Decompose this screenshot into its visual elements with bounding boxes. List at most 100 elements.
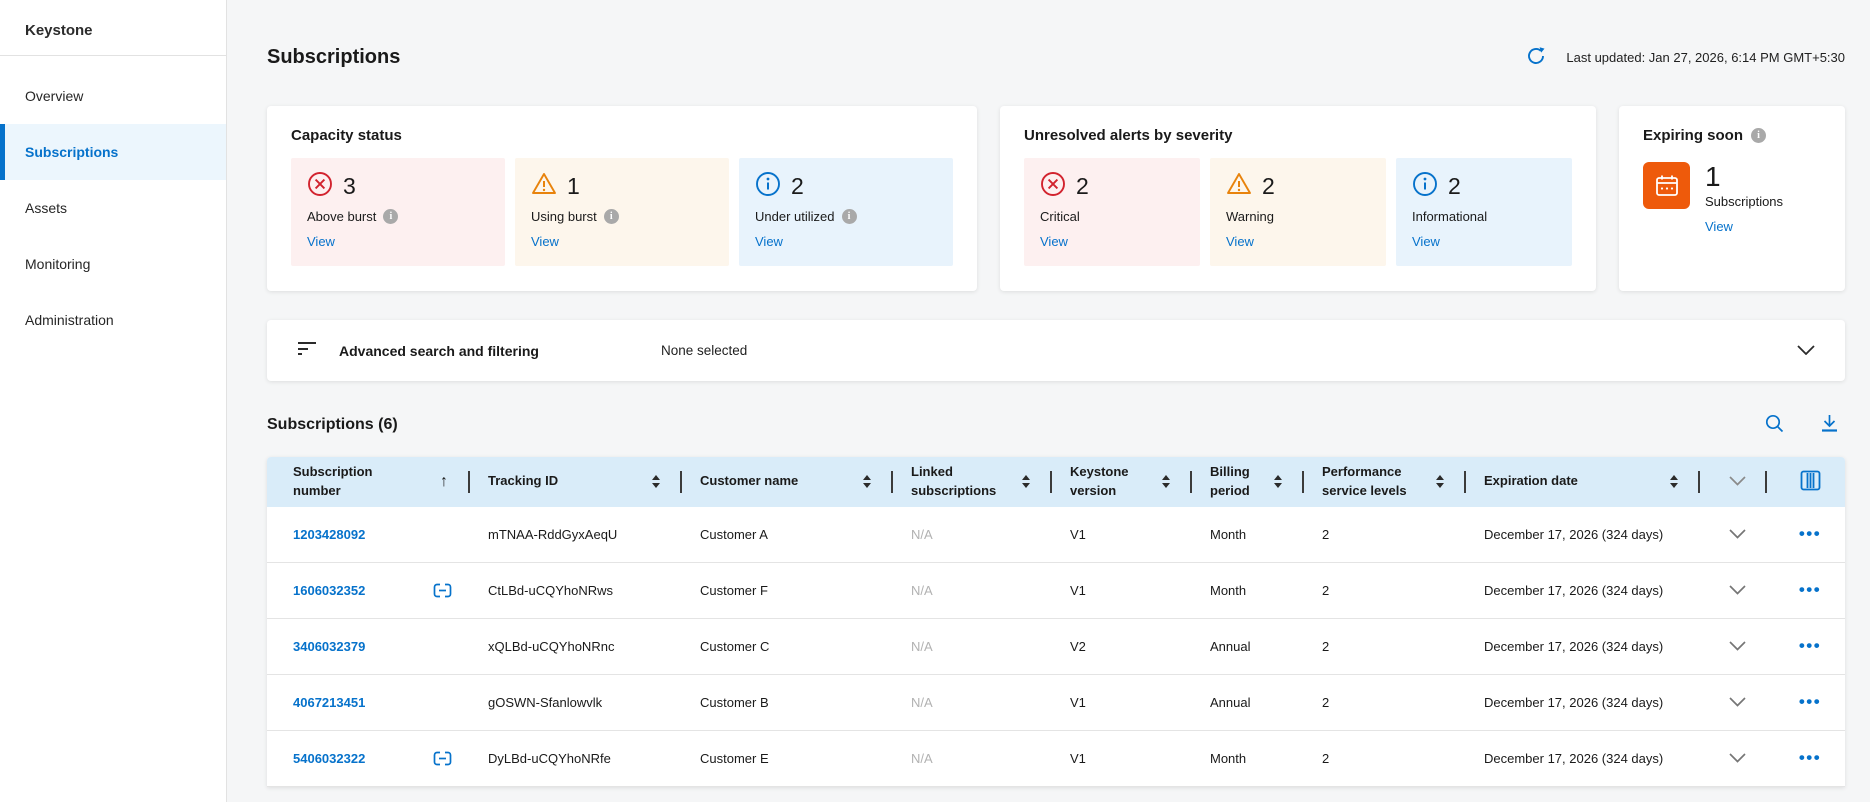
billing-period-cell: Month [1210, 526, 1247, 542]
row-expand-button[interactable] [1700, 577, 1767, 604]
keystone-version-cell: V1 [1070, 582, 1086, 598]
expiring-soon-card: Expiring soon i 1 Subscriptions View [1619, 106, 1845, 291]
sort-icon[interactable] [1436, 475, 1444, 489]
keystone-version-cell: V2 [1070, 638, 1086, 654]
subscription-number-link[interactable]: 1203428092 [293, 526, 366, 542]
row-expand-button[interactable] [1700, 745, 1767, 772]
table-search-button[interactable] [1765, 414, 1784, 436]
warning-view-link[interactable]: View [1226, 234, 1254, 249]
tracking-id-cell: mTNAA-RddGyxAeqU [488, 526, 618, 542]
column-header-linked-subscriptions[interactable]: Linked subscriptions [893, 457, 1052, 507]
using-burst-view-link[interactable]: View [531, 234, 559, 249]
subscription-number-link[interactable]: 5406032322 [293, 750, 366, 766]
export-button[interactable] [1820, 414, 1839, 436]
sort-icon[interactable] [1274, 475, 1282, 489]
refresh-button[interactable] [1526, 46, 1546, 69]
info-circle-icon [755, 171, 781, 202]
table-title: Subscriptions (6) [267, 416, 398, 433]
warning-label: Warning [1226, 209, 1274, 224]
row-actions-button[interactable]: ••• [1767, 518, 1845, 550]
above-burst-view-link[interactable]: View [307, 234, 335, 249]
tracking-id-cell: xQLBd-uCQYhoNRnc [488, 638, 615, 654]
sort-ascending-icon[interactable]: ↑ [440, 472, 448, 490]
customer-name-cell: Customer C [700, 638, 770, 654]
column-header-expiration-date[interactable]: Expiration date [1466, 457, 1700, 506]
expiration-date-cell: December 17, 2026 (324 days) [1484, 750, 1664, 766]
unresolved-alerts-card: Unresolved alerts by severity 2 Critical… [1000, 106, 1596, 291]
subscription-number-link[interactable]: 1606032352 [293, 582, 366, 598]
expiring-view-link[interactable]: View [1705, 219, 1733, 234]
sidebar-item-administration[interactable]: Administration [25, 312, 114, 328]
row-expand-button[interactable] [1700, 689, 1767, 716]
expiration-date-cell: December 17, 2026 (324 days) [1484, 638, 1664, 654]
capacity-card-title: Capacity status [291, 127, 402, 144]
linked-subscriptions-cell: N/A [911, 582, 933, 598]
sort-icon[interactable] [863, 475, 871, 489]
alerts-tile-critical: 2 Critical View [1024, 158, 1200, 266]
under-utilized-view-link[interactable]: View [755, 234, 783, 249]
row-actions-button[interactable]: ••• [1767, 630, 1845, 662]
search-icon [1765, 414, 1784, 436]
using-burst-label: Using burst [531, 209, 597, 224]
critical-view-link[interactable]: View [1040, 234, 1068, 249]
ellipsis-icon: ••• [1798, 636, 1822, 656]
advanced-search-bar[interactable]: Advanced search and filtering None selec… [267, 320, 1845, 381]
billing-period-cell: Annual [1210, 694, 1251, 710]
column-picker-icon[interactable] [1800, 470, 1821, 494]
chevron-down-icon [1729, 751, 1746, 766]
sidebar-item-assets[interactable]: Assets [25, 200, 68, 216]
sort-icon[interactable] [1022, 475, 1030, 489]
info-icon[interactable]: i [603, 209, 619, 224]
sort-icon[interactable] [652, 475, 660, 489]
chevron-down-icon[interactable] [1797, 342, 1815, 360]
subscription-number-link[interactable]: 4067213451 [293, 694, 366, 710]
column-header-keystone-version[interactable]: Keystone version [1052, 457, 1192, 507]
keystone-version-cell: V1 [1070, 750, 1086, 766]
sort-icon[interactable] [1162, 475, 1170, 489]
row-expand-button[interactable] [1700, 521, 1767, 548]
subscription-number-link[interactable]: 3406032379 [293, 638, 366, 654]
informational-count: 2 [1448, 173, 1461, 199]
chevron-down-icon[interactable] [1729, 474, 1746, 489]
column-header-subscription-number[interactable]: Subscription number ↑ [267, 457, 470, 507]
billing-period-cell: Month [1210, 582, 1247, 598]
table-body: 1203428092 mTNAA-RddGyxAeqU Customer A N… [267, 506, 1845, 787]
sidebar-item-subscriptions[interactable]: Subscriptions [0, 124, 226, 180]
alerts-tile-informational: 2 Informational View [1396, 158, 1572, 266]
warning-triangle-icon [531, 171, 557, 202]
sidebar-item-overview[interactable]: Overview [25, 88, 84, 104]
row-actions-button[interactable]: ••• [1767, 574, 1845, 606]
informational-view-link[interactable]: View [1412, 234, 1440, 249]
row-actions-button[interactable]: ••• [1767, 686, 1845, 718]
column-header-tracking-id[interactable]: Tracking ID [470, 457, 682, 506]
critical-count: 2 [1076, 173, 1089, 199]
linked-subscriptions-cell: N/A [911, 526, 933, 542]
capacity-tile-above-burst: 3 Above burst i View [291, 158, 505, 266]
last-updated-text: Last updated: Jan 27, 2026, 6:14 PM GMT+… [1566, 50, 1845, 65]
row-actions-button[interactable]: ••• [1767, 742, 1845, 774]
sidebar-item-monitoring[interactable]: Monitoring [25, 256, 91, 272]
column-header-customer-name[interactable]: Customer name [682, 457, 893, 506]
sidebar: Keystone Overview Subscriptions Assets M… [0, 0, 227, 802]
under-utilized-label: Under utilized [755, 209, 835, 224]
info-icon[interactable]: i [841, 209, 857, 224]
under-utilized-count: 2 [791, 173, 804, 199]
info-icon[interactable]: i [1751, 128, 1767, 143]
page-title: Subscriptions [267, 46, 401, 68]
billing-period-cell: Month [1210, 750, 1247, 766]
expand-all-header[interactable] [1700, 457, 1767, 506]
table-header-row: Subscription number ↑ Tracking ID Custom… [267, 457, 1845, 507]
performance-service-levels-cell: 2 [1322, 526, 1330, 542]
info-icon[interactable]: i [383, 209, 399, 224]
customer-name-cell: Customer F [700, 582, 768, 598]
expiration-date-cell: December 17, 2026 (324 days) [1484, 694, 1664, 710]
alerts-tile-warning: 2 Warning View [1210, 158, 1386, 266]
ellipsis-icon: ••• [1798, 524, 1822, 544]
capacity-tile-under-utilized: 2 Under utilized i View [739, 158, 953, 266]
row-expand-button[interactable] [1700, 633, 1767, 660]
column-header-billing-period[interactable]: Billing period [1192, 457, 1304, 507]
above-burst-label: Above burst [307, 209, 377, 224]
column-header-performance-service-levels[interactable]: Performance service levels [1304, 457, 1466, 507]
sort-icon[interactable] [1670, 475, 1678, 489]
column-picker-header[interactable] [1767, 457, 1845, 506]
